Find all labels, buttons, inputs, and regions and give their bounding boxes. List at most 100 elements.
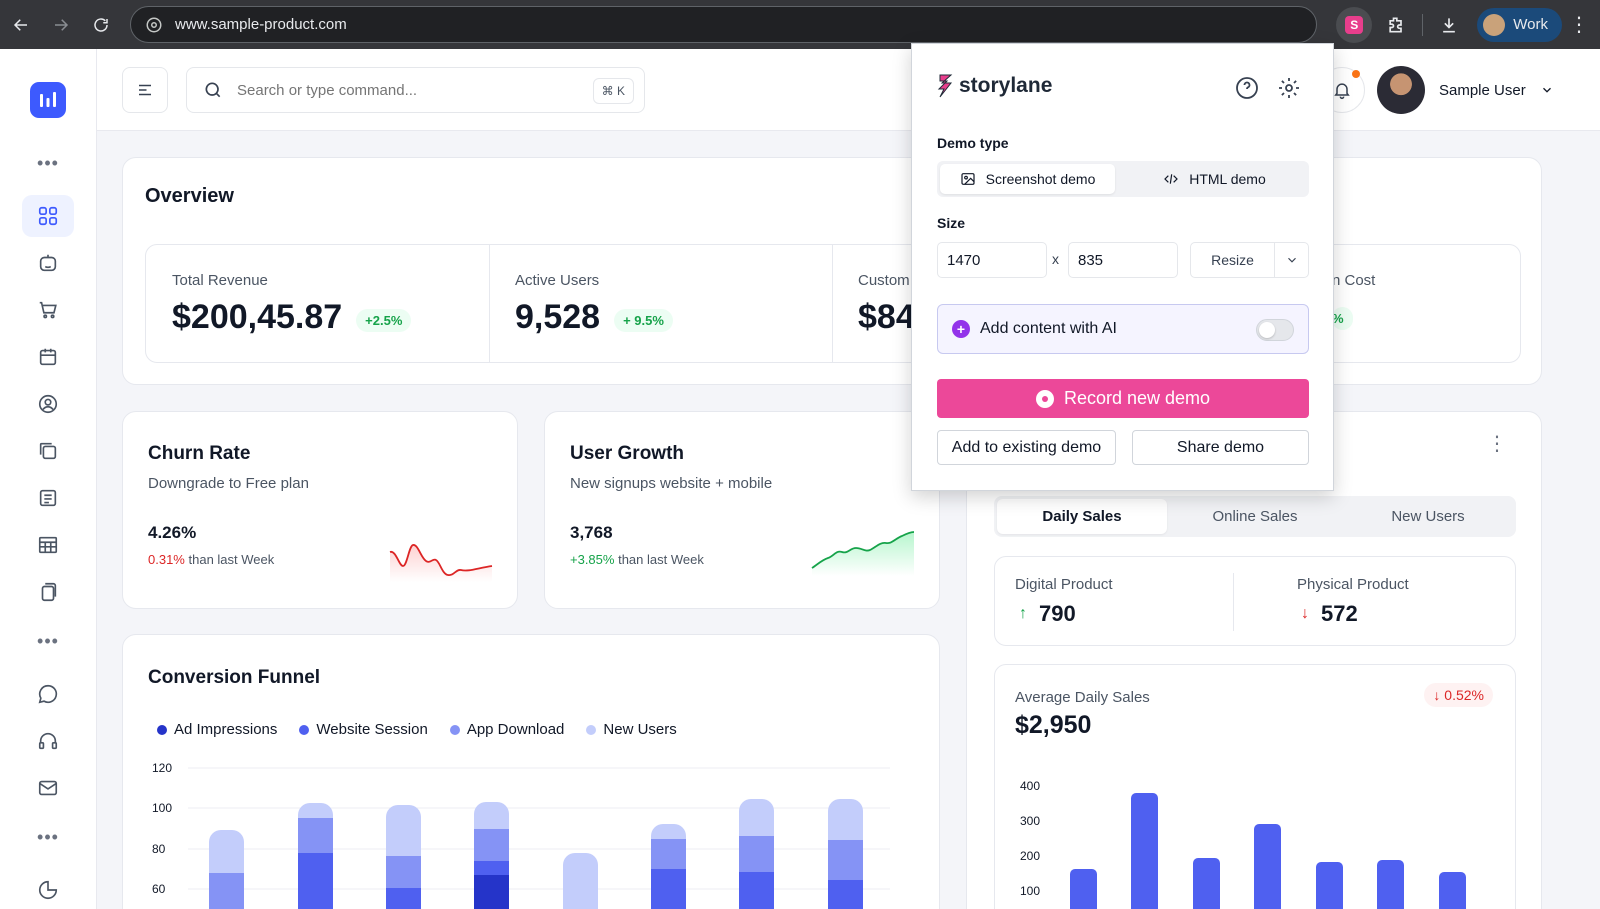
more-dots-icon[interactable]: ••• bbox=[37, 631, 59, 651]
back-icon[interactable] bbox=[2, 6, 40, 44]
sales-bar[interactable] bbox=[1377, 860, 1404, 909]
legend-dot bbox=[157, 724, 167, 735]
pages-icon[interactable] bbox=[22, 571, 74, 613]
record-new-demo-button[interactable]: Record new demo bbox=[937, 379, 1309, 418]
funnel-title: Conversion Funnel bbox=[148, 667, 321, 688]
dashboard-icon[interactable] bbox=[22, 195, 74, 237]
url-text: www.sample-product.com bbox=[175, 16, 347, 33]
sales-bar[interactable] bbox=[1070, 869, 1097, 909]
legend-dot bbox=[449, 724, 460, 735]
funnel-bar-segment bbox=[386, 888, 421, 909]
conversion-funnel-card: Conversion Funnel bbox=[122, 634, 940, 909]
menu-toggle-button[interactable] bbox=[122, 67, 168, 113]
gear-icon[interactable] bbox=[1277, 76, 1301, 100]
copy-icon[interactable] bbox=[22, 430, 74, 472]
download-icon[interactable] bbox=[1431, 7, 1467, 43]
record-icon bbox=[1035, 389, 1054, 408]
funnel-bar-segment bbox=[828, 880, 863, 909]
metric-value: $84 bbox=[858, 298, 915, 336]
avg-change: 0.52% bbox=[1444, 687, 1484, 703]
more-dots-icon[interactable]: ••• bbox=[37, 153, 59, 173]
forward-icon[interactable] bbox=[42, 6, 80, 44]
app-header: ⌘ K Sample User bbox=[97, 49, 1600, 131]
notification-dot bbox=[1352, 70, 1360, 78]
legend-item[interactable]: Website Session bbox=[299, 721, 428, 738]
profile-button[interactable]: Work bbox=[1477, 7, 1562, 42]
digital-value-row: ↑ 790 bbox=[1019, 601, 1076, 627]
more-dots-icon[interactable]: ••• bbox=[37, 827, 59, 847]
resize-dropdown[interactable]: Resize bbox=[1190, 242, 1309, 278]
address-bar[interactable]: www.sample-product.com bbox=[130, 6, 1317, 43]
sales-bar[interactable] bbox=[1439, 872, 1466, 909]
legend-item[interactable]: Ad Impressions bbox=[157, 721, 277, 738]
calendar-icon[interactable] bbox=[22, 336, 74, 378]
avg-change-badge: ↓ 0.52% bbox=[1424, 683, 1493, 707]
metric-label: Custom bbox=[858, 272, 910, 289]
site-info-icon[interactable] bbox=[145, 16, 163, 34]
search-box[interactable]: ⌘ K bbox=[186, 67, 645, 113]
growth-value: 3,768 bbox=[570, 523, 613, 542]
churn-delta: 0.31% bbox=[148, 552, 185, 567]
html-demo-option[interactable]: HTML demo bbox=[1127, 164, 1302, 194]
digital-value: 790 bbox=[1039, 601, 1076, 626]
physical-value: 572 bbox=[1321, 601, 1358, 626]
cart-icon[interactable] bbox=[22, 289, 74, 331]
document-icon[interactable] bbox=[22, 477, 74, 519]
funnel-bar[interactable] bbox=[563, 853, 598, 909]
add-to-existing-demo-button[interactable]: Add to existing demo bbox=[937, 430, 1116, 465]
legend-item[interactable]: New Users bbox=[586, 721, 677, 738]
user-circle-icon[interactable] bbox=[22, 383, 74, 425]
tab-new-users[interactable]: New Users bbox=[1391, 508, 1465, 525]
profile-name: Work bbox=[1513, 16, 1548, 33]
help-icon[interactable] bbox=[1235, 76, 1259, 100]
storylane-extension-button[interactable]: S bbox=[1336, 6, 1373, 43]
user-name: Sample User bbox=[1439, 81, 1526, 99]
metric-label: n Cost bbox=[1332, 272, 1376, 289]
physical-label: Physical Product bbox=[1297, 576, 1409, 593]
tab-daily-sales[interactable]: Daily Sales bbox=[997, 499, 1167, 534]
reload-icon[interactable] bbox=[82, 6, 120, 44]
record-label: Record new demo bbox=[1063, 388, 1211, 408]
overview-title: Overview bbox=[145, 185, 234, 207]
search-input[interactable] bbox=[237, 81, 577, 99]
sales-bar[interactable] bbox=[1131, 793, 1158, 909]
churn-delta-suffix: than last Week bbox=[188, 552, 275, 567]
ai-content-row: + Add content with AI bbox=[937, 304, 1309, 354]
pie-chart-icon[interactable] bbox=[22, 869, 74, 909]
screenshot-demo-option[interactable]: Screenshot demo bbox=[940, 164, 1115, 194]
html-demo-label: HTML demo bbox=[1189, 171, 1266, 187]
robot-icon[interactable] bbox=[22, 242, 74, 284]
table-icon[interactable] bbox=[22, 524, 74, 566]
tab-online-sales[interactable]: Online Sales bbox=[1212, 508, 1298, 525]
browser-menu-icon[interactable]: ⋮ bbox=[1569, 14, 1589, 36]
funnel-bar-segment bbox=[828, 840, 863, 880]
sales-tabs: Daily Sales Online Sales New Users bbox=[994, 496, 1516, 537]
sidebar: ••• ••• ••• bbox=[0, 49, 97, 909]
metric-label: Active Users bbox=[515, 272, 600, 289]
legend-label: Ad Impressions bbox=[174, 721, 278, 738]
user-menu[interactable]: Sample User bbox=[1377, 66, 1554, 114]
panel-divider bbox=[1233, 573, 1234, 631]
brand-name: storylane bbox=[959, 74, 1053, 97]
legend-item[interactable]: App Download bbox=[449, 721, 564, 738]
sales-bar[interactable] bbox=[1316, 862, 1343, 909]
ai-content-toggle[interactable] bbox=[1256, 319, 1294, 341]
height-input[interactable] bbox=[1068, 242, 1178, 278]
storylane-logo-icon bbox=[937, 74, 953, 98]
mail-icon[interactable] bbox=[22, 767, 74, 809]
sales-bar[interactable] bbox=[1254, 824, 1281, 909]
width-input[interactable] bbox=[937, 242, 1047, 278]
more-vertical-icon[interactable]: ⋮ bbox=[1487, 433, 1507, 455]
headset-icon[interactable] bbox=[22, 720, 74, 762]
y-tick: 400 bbox=[1020, 779, 1040, 793]
app-logo[interactable] bbox=[30, 82, 66, 118]
code-icon bbox=[1164, 174, 1179, 184]
profile-avatar bbox=[1483, 13, 1506, 36]
chat-icon[interactable] bbox=[22, 673, 74, 715]
sales-bar[interactable] bbox=[1193, 858, 1220, 909]
funnel-chart: 120 100 80 60 bbox=[152, 761, 890, 909]
growth-delta-row: +3.85% than last Week bbox=[570, 552, 704, 567]
share-demo-button[interactable]: Share demo bbox=[1132, 430, 1309, 465]
extensions-icon[interactable] bbox=[1378, 7, 1414, 43]
shortcut-badge: ⌘ K bbox=[592, 78, 634, 104]
